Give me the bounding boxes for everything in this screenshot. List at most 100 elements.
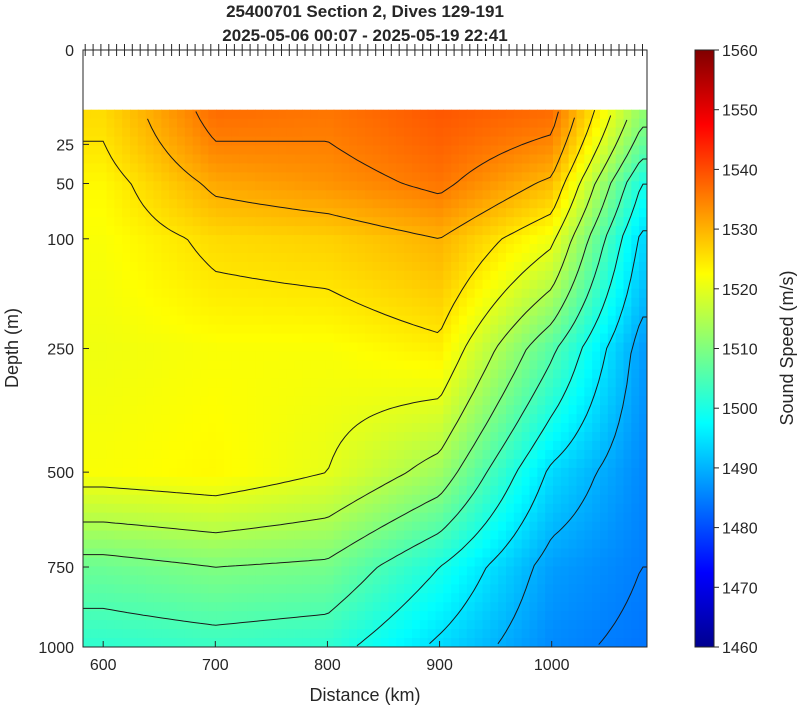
sound-speed-cell <box>192 414 202 424</box>
sound-speed-cell <box>474 593 484 603</box>
sound-speed-cell <box>208 270 217 281</box>
sound-speed-cell <box>239 324 249 335</box>
sound-speed-cell <box>443 441 452 451</box>
sound-speed-cell <box>169 521 178 532</box>
sound-speed-cell <box>419 199 429 209</box>
sound-speed-cell <box>169 252 178 263</box>
sound-speed-cell <box>513 512 523 523</box>
sound-speed-cell <box>310 620 319 630</box>
sound-speed-cell <box>513 530 523 541</box>
sound-speed-cell <box>224 226 233 236</box>
sound-speed-cell <box>600 414 609 424</box>
sound-speed-cell <box>404 306 413 317</box>
sound-speed-cell <box>537 423 546 433</box>
sound-speed-cell <box>106 378 115 388</box>
sound-speed-cell <box>318 458 327 469</box>
sound-speed-cell <box>333 423 343 433</box>
sound-speed-cell <box>427 351 437 362</box>
sound-speed-cell <box>607 441 617 451</box>
sound-speed-cell <box>521 306 531 317</box>
sound-speed-cell <box>607 530 617 541</box>
sound-speed-cell <box>412 414 421 424</box>
sound-speed-cell <box>623 575 632 585</box>
sound-speed-cell <box>419 530 429 541</box>
sound-speed-cell <box>239 378 249 388</box>
sound-speed-cell <box>302 199 311 209</box>
sound-speed-cell <box>310 530 319 541</box>
sound-speed-cell <box>560 638 570 647</box>
sound-speed-cell <box>294 467 303 478</box>
sound-speed-cell <box>639 172 647 182</box>
sound-speed-cell <box>341 369 350 379</box>
sound-speed-cell <box>506 333 515 344</box>
sound-speed-cell <box>216 315 225 326</box>
sound-speed-cell <box>490 261 499 272</box>
sound-speed-cell <box>263 423 272 433</box>
sound-speed-cell <box>592 109 601 120</box>
sound-speed-cell <box>224 279 233 290</box>
sound-speed-cell <box>349 127 358 138</box>
sound-speed-cell <box>255 342 264 353</box>
sound-speed-cell <box>545 620 554 630</box>
sound-speed-cell <box>380 297 390 308</box>
sound-speed-cell <box>639 638 647 647</box>
sound-speed-cell <box>388 270 397 281</box>
sound-speed-cell <box>224 190 233 200</box>
sound-speed-cell <box>255 217 264 227</box>
sound-speed-cell <box>302 226 311 236</box>
sound-speed-cell <box>404 154 413 165</box>
sound-speed-cell <box>341 226 350 236</box>
sound-speed-cell <box>631 548 640 559</box>
sound-speed-cell <box>537 351 546 362</box>
sound-speed-cell <box>576 638 585 647</box>
sound-speed-cell <box>576 297 585 308</box>
sound-speed-cell <box>553 441 562 451</box>
sound-speed-cell <box>106 360 115 370</box>
sound-speed-cell <box>521 566 531 576</box>
sound-speed-cell <box>521 154 531 165</box>
sound-speed-cell <box>255 638 264 647</box>
sound-speed-cell <box>137 136 147 147</box>
sound-speed-cell <box>271 145 280 156</box>
sound-speed-cell <box>490 629 499 639</box>
sound-speed-cell <box>208 405 217 415</box>
sound-speed-cell <box>310 199 319 209</box>
sound-speed-cell <box>435 548 444 559</box>
sound-speed-cell <box>639 539 647 550</box>
sound-speed-cell <box>553 432 562 442</box>
sound-speed-cell <box>333 342 343 353</box>
sound-speed-cell <box>145 629 155 639</box>
sound-speed-cell <box>294 315 303 326</box>
sound-speed-cell <box>349 208 358 218</box>
sound-speed-cell <box>631 494 640 505</box>
sound-speed-cell <box>114 145 123 156</box>
sound-speed-cell <box>177 575 186 585</box>
sound-speed-cell <box>231 261 241 272</box>
sound-speed-cell <box>451 458 460 469</box>
sound-speed-cell <box>90 584 100 594</box>
sound-speed-cell <box>615 288 625 299</box>
sound-speed-cell <box>200 172 209 182</box>
sound-speed-cell <box>498 557 507 567</box>
sound-speed-cell <box>357 351 366 362</box>
sound-speed-cell <box>145 458 155 469</box>
sound-speed-cell <box>357 208 366 218</box>
sound-speed-cell <box>482 127 491 138</box>
sound-speed-cell <box>600 226 609 236</box>
sound-speed-cell <box>106 602 115 612</box>
sound-speed-cell <box>372 378 382 388</box>
sound-speed-cell <box>459 405 468 415</box>
sound-speed-cell <box>310 288 319 299</box>
sound-speed-cell <box>231 458 241 469</box>
sound-speed-cell <box>435 279 444 290</box>
sound-speed-cell <box>286 566 296 576</box>
sound-speed-cell <box>466 190 476 200</box>
sound-speed-cell <box>161 136 170 147</box>
sound-speed-cell <box>443 306 452 317</box>
sound-speed-cell <box>98 566 108 576</box>
sound-speed-cell <box>459 521 468 532</box>
sound-speed-cell <box>560 432 570 442</box>
sound-speed-cell <box>90 181 100 191</box>
sound-speed-cell <box>271 476 280 487</box>
sound-speed-cell <box>576 351 585 362</box>
